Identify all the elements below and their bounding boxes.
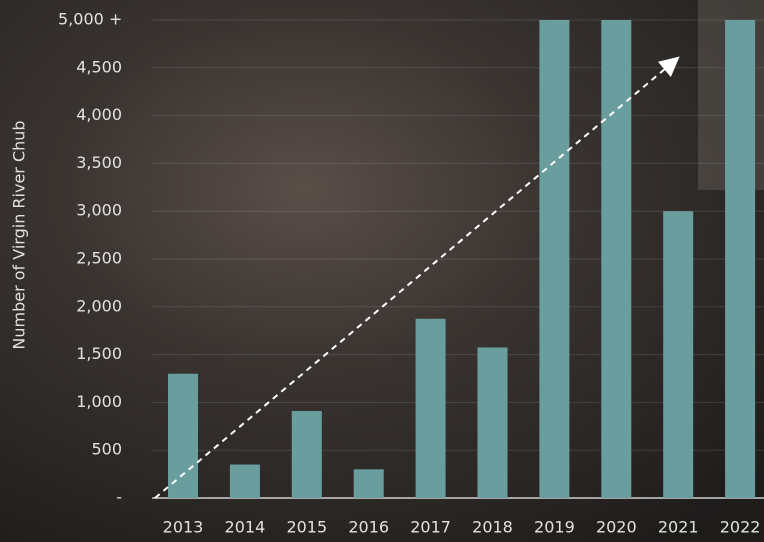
background [0, 0, 764, 542]
x-tick-label: 2019 [534, 518, 575, 537]
x-tick-label: 2020 [596, 518, 637, 537]
x-tick-label: 2014 [225, 518, 266, 537]
y-tick-label: 2,000 [76, 296, 122, 315]
bar [354, 469, 384, 498]
bar [725, 20, 755, 498]
y-tick-label: 1,000 [76, 392, 122, 411]
y-tick-label: 2,500 [76, 249, 122, 268]
bar [539, 20, 569, 498]
x-tick-label: 2013 [163, 518, 204, 537]
y-tick-label: 3,500 [76, 153, 122, 172]
y-tick-label: 3,000 [76, 201, 122, 220]
x-tick-label: 2017 [410, 518, 451, 537]
y-tick-label: 500 [91, 440, 122, 459]
bar [601, 20, 631, 498]
bar [292, 411, 322, 498]
chart: Number of Virgin River Chub - 500 1,000 1,5… [0, 0, 764, 542]
x-tick-label: 2021 [658, 518, 699, 537]
bar [416, 319, 446, 498]
bar [230, 465, 260, 498]
x-tick-label: 2018 [472, 518, 513, 537]
page: Number of Virgin River Chub - 500 1,000 1,5… [0, 0, 764, 542]
x-tick-label: 2015 [286, 518, 327, 537]
y-tick-label: - [116, 488, 122, 507]
y-tick-label: 5,000 + [58, 10, 122, 29]
x-tick-label: 2016 [348, 518, 389, 537]
bar [478, 347, 508, 498]
y-tick-label: 1,500 [76, 344, 122, 363]
y-tick-label: 4,000 [76, 105, 122, 124]
bar [168, 374, 198, 498]
x-tick-label: 2022 [720, 518, 761, 537]
y-axis-label: Number of Virgin River Chub [10, 120, 29, 349]
bar [663, 211, 693, 498]
y-tick-label: 4,500 [76, 57, 122, 76]
